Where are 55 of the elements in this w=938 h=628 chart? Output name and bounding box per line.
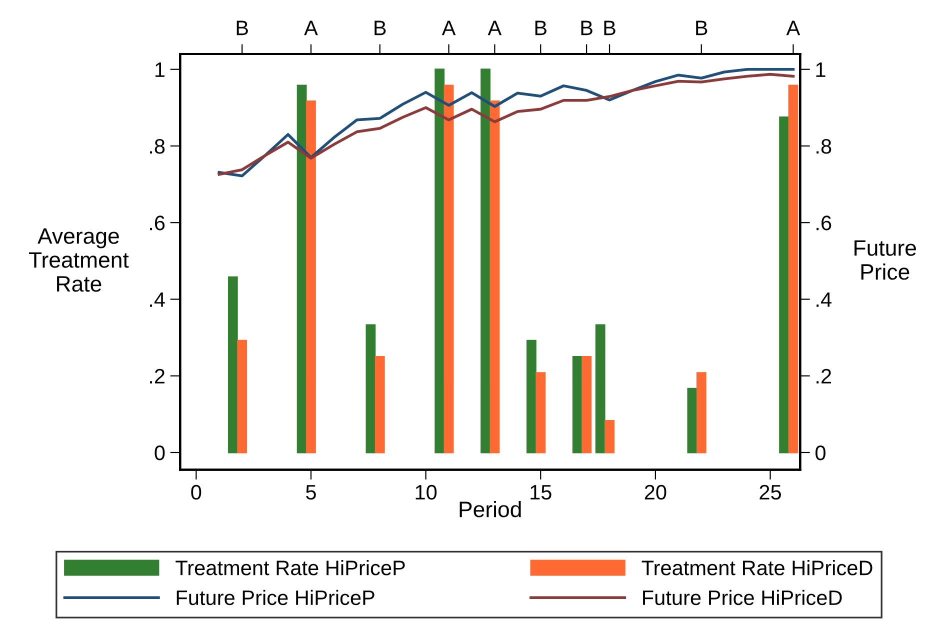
y-tick-label: 1 xyxy=(156,62,164,77)
bar xyxy=(480,68,490,454)
bar xyxy=(444,84,454,454)
y2-tick-label: .2 xyxy=(816,368,832,384)
bar xyxy=(237,340,248,454)
annotation: B xyxy=(604,20,616,36)
y-tick-label: 0 xyxy=(154,446,165,460)
legend-label: Future Price HiPriceD xyxy=(643,590,842,606)
annotation: B xyxy=(696,20,708,36)
x-tick-label: 20 xyxy=(644,484,666,500)
legend-label: Future Price HiPriceP xyxy=(176,590,374,606)
y-tick-label: .8 xyxy=(150,138,165,154)
annotation: B xyxy=(535,20,546,36)
bar xyxy=(366,324,376,454)
annotation: B xyxy=(581,20,592,36)
annotation: A xyxy=(488,20,502,36)
x-tick-label: 5 xyxy=(306,485,316,500)
y-tick-label: .6 xyxy=(150,216,165,230)
bar xyxy=(296,84,307,454)
x-axis-title: Period xyxy=(460,500,521,518)
x-tick-label: 0 xyxy=(191,484,202,500)
bar xyxy=(595,324,606,454)
bar xyxy=(536,372,546,454)
annotation: A xyxy=(304,20,318,36)
bar xyxy=(526,340,536,454)
bar xyxy=(490,100,500,454)
bar xyxy=(788,84,798,454)
y2-tick-label: .6 xyxy=(816,216,832,230)
bar xyxy=(374,356,385,454)
annotation: B xyxy=(236,20,248,36)
annotation: A xyxy=(442,20,456,36)
y-tick-label: .2 xyxy=(150,368,164,384)
y2-tick-label: .4 xyxy=(816,292,832,307)
legend-label: Treatment Rate HiPriceD xyxy=(642,560,872,576)
y2-tick-label: 0 xyxy=(816,446,826,460)
annotation: A xyxy=(786,20,800,36)
x-tick-label: 25 xyxy=(760,484,781,500)
y-axis-title: Average Treatment Rate xyxy=(28,228,129,292)
bar xyxy=(434,68,445,454)
x-tick-label: 15 xyxy=(530,485,552,500)
legend-label: Treatment Rate HiPriceP xyxy=(176,560,405,576)
annotation: B xyxy=(374,20,386,36)
bar xyxy=(572,356,582,454)
y-tick-label: .4 xyxy=(150,292,165,307)
y2-tick-label: .8 xyxy=(816,138,832,154)
bar xyxy=(779,116,789,454)
y2-tick-label: 1 xyxy=(816,62,826,77)
bar xyxy=(604,420,614,454)
bar xyxy=(687,388,698,454)
bar xyxy=(228,276,238,454)
x-tick-label: 10 xyxy=(416,484,437,500)
y2-axis-title: Future Price xyxy=(854,240,916,280)
bar xyxy=(582,356,592,454)
bar xyxy=(306,100,316,454)
bar xyxy=(696,372,706,454)
